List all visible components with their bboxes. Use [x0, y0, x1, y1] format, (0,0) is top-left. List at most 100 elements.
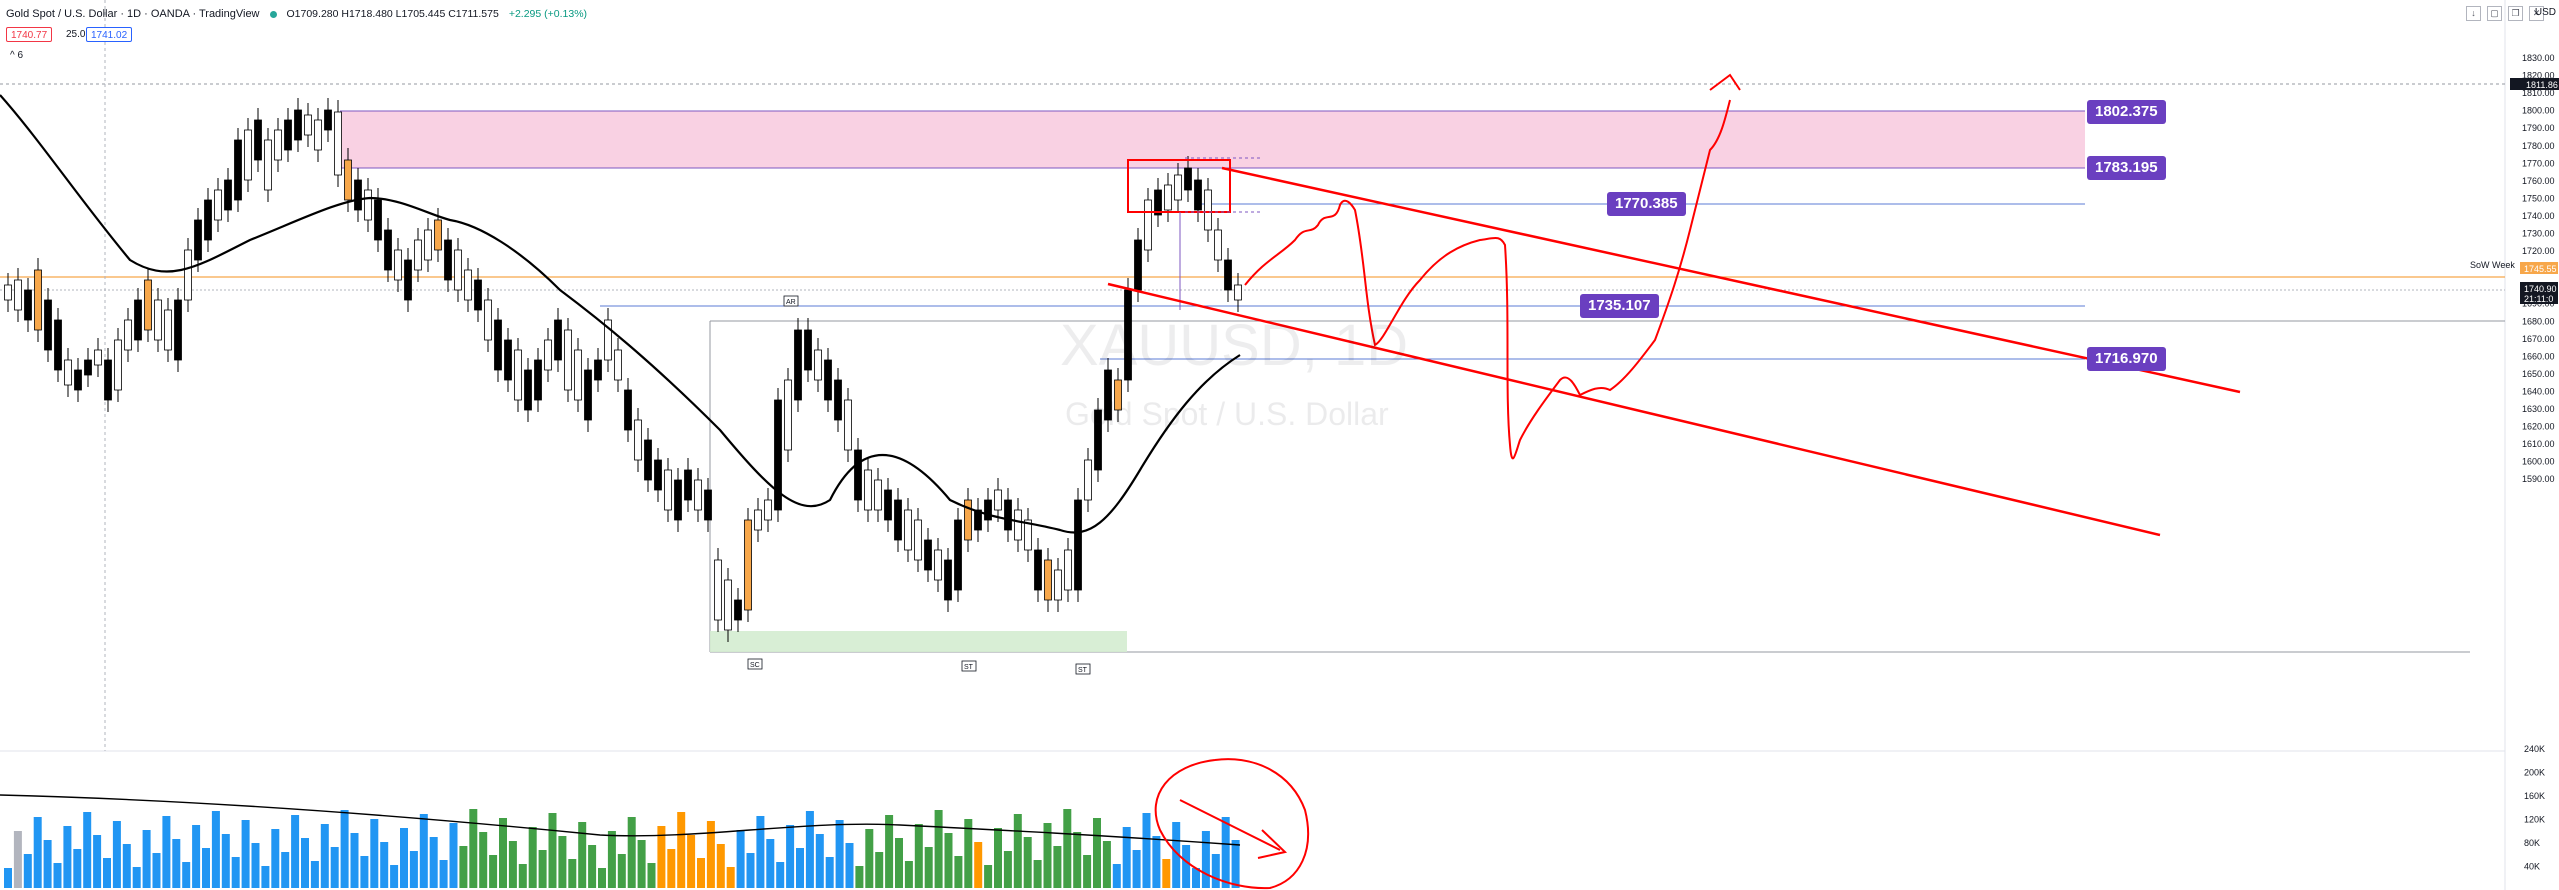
volume-bar[interactable]: [895, 838, 903, 888]
candle-body[interactable]: [824, 359, 832, 401]
volume-bar[interactable]: [1172, 822, 1181, 888]
volume-bar[interactable]: [518, 864, 527, 888]
candle-body[interactable]: [124, 319, 132, 351]
candle-body[interactable]: [874, 479, 882, 511]
volume-bar[interactable]: [766, 839, 775, 888]
volume-bar[interactable]: [984, 865, 993, 888]
candle-body[interactable]: [834, 379, 842, 421]
candle-body[interactable]: [1214, 229, 1222, 261]
volume-bar[interactable]: [558, 836, 567, 888]
volume-bar[interactable]: [390, 865, 399, 888]
candle-body[interactable]: [564, 329, 572, 391]
volume-bar[interactable]: [578, 822, 587, 888]
candle-body[interactable]: [654, 459, 662, 491]
candle-body[interactable]: [704, 489, 712, 521]
volume-bar[interactable]: [1003, 851, 1012, 888]
candle-body[interactable]: [514, 349, 522, 401]
volume-bar[interactable]: [726, 867, 735, 888]
candle-body[interactable]: [44, 299, 52, 351]
volume-axis[interactable]: 240K 200K 160K 120K 80K 40K: [2524, 744, 2545, 872]
level-label-1716[interactable]: 1716.970: [2087, 347, 2166, 371]
volume-bar[interactable]: [429, 837, 438, 888]
volume-bar[interactable]: [1083, 855, 1092, 888]
candle-body[interactable]: [664, 469, 672, 511]
volume-bar[interactable]: [1211, 854, 1220, 888]
volume-bar[interactable]: [875, 852, 884, 888]
volume-bar[interactable]: [805, 811, 814, 888]
volume-bar[interactable]: [350, 833, 359, 888]
candle-body[interactable]: [244, 129, 252, 181]
candle-body[interactable]: [544, 339, 552, 371]
candle-body[interactable]: [274, 129, 282, 161]
candle-body[interactable]: [294, 109, 302, 141]
candle-body[interactable]: [924, 539, 932, 571]
candle-body[interactable]: [1234, 284, 1242, 301]
candle-body[interactable]: [424, 229, 432, 261]
volume-bar[interactable]: [1231, 840, 1240, 888]
candle-body[interactable]: [1164, 184, 1172, 211]
candle-body[interactable]: [1144, 199, 1152, 251]
volume-bar[interactable]: [310, 861, 319, 888]
candle-body[interactable]: [1174, 174, 1182, 201]
volume-bar[interactable]: [172, 839, 181, 888]
candle-body[interactable]: [844, 399, 852, 451]
volume-bar[interactable]: [588, 845, 597, 888]
demand-zone[interactable]: [710, 631, 1127, 652]
volume-bar[interactable]: [706, 821, 715, 888]
volume-bar[interactable]: [1033, 860, 1042, 888]
candle-body[interactable]: [984, 499, 992, 521]
level-label-1783[interactable]: 1783.195: [2087, 156, 2166, 180]
candle-body[interactable]: [24, 289, 32, 321]
volume-bar[interactable]: [647, 863, 656, 888]
currency-label[interactable]: USD: [2534, 7, 2556, 18]
volume-bar[interactable]: [1112, 864, 1121, 888]
volume-bar[interactable]: [221, 834, 230, 888]
candle-body[interactable]: [604, 319, 612, 361]
volume-bar[interactable]: [568, 859, 577, 888]
volume-bar[interactable]: [449, 823, 458, 888]
volume-bar[interactable]: [1093, 818, 1101, 888]
volume-bar[interactable]: [93, 835, 102, 888]
volume-bar[interactable]: [400, 828, 408, 888]
volume-bar[interactable]: [677, 812, 686, 888]
candle-body[interactable]: [1044, 559, 1052, 601]
volume-bar[interactable]: [667, 849, 676, 888]
volume-bar[interactable]: [637, 840, 646, 888]
volume-bar[interactable]: [1142, 813, 1151, 888]
volume-bar[interactable]: [548, 813, 557, 888]
candle-body[interactable]: [724, 579, 732, 631]
buy-button[interactable]: 1741.02: [86, 27, 133, 42]
restore-icon[interactable]: ❐: [2508, 6, 2523, 21]
move-down-icon[interactable]: ↓: [2466, 6, 2481, 21]
candle-body[interactable]: [14, 279, 22, 311]
candle-body[interactable]: [904, 509, 912, 551]
volume-bar[interactable]: [944, 833, 953, 888]
candle-body[interactable]: [634, 419, 642, 461]
candle-body[interactable]: [184, 249, 192, 301]
volume-bar[interactable]: [1023, 837, 1032, 888]
candle-body[interactable]: [354, 179, 362, 211]
candle-body[interactable]: [644, 439, 652, 481]
volume-bar[interactable]: [508, 841, 517, 888]
volume-bar[interactable]: [1132, 850, 1141, 888]
volume-bar[interactable]: [607, 831, 616, 888]
volume-bar[interactable]: [469, 809, 478, 888]
candle-body[interactable]: [574, 349, 582, 401]
volume-bar[interactable]: [162, 816, 171, 888]
volume-bar[interactable]: [756, 816, 765, 888]
level-label-1735[interactable]: 1735.107: [1580, 294, 1659, 318]
volume-bar[interactable]: [697, 858, 705, 888]
candle-body[interactable]: [1074, 499, 1082, 591]
volume-bar[interactable]: [994, 828, 1002, 888]
supply-zone[interactable]: [340, 111, 2085, 168]
volume-bar[interactable]: [459, 846, 468, 888]
volume-bar[interactable]: [301, 838, 309, 888]
candle-body[interactable]: [784, 379, 792, 451]
volume-circle-drawing[interactable]: [1154, 758, 1310, 890]
volume-bar[interactable]: [1053, 846, 1062, 888]
candle-body[interactable]: [594, 359, 602, 381]
volume-bar[interactable]: [409, 851, 418, 888]
candle-body[interactable]: [404, 259, 412, 301]
candle-body[interactable]: [484, 299, 492, 341]
